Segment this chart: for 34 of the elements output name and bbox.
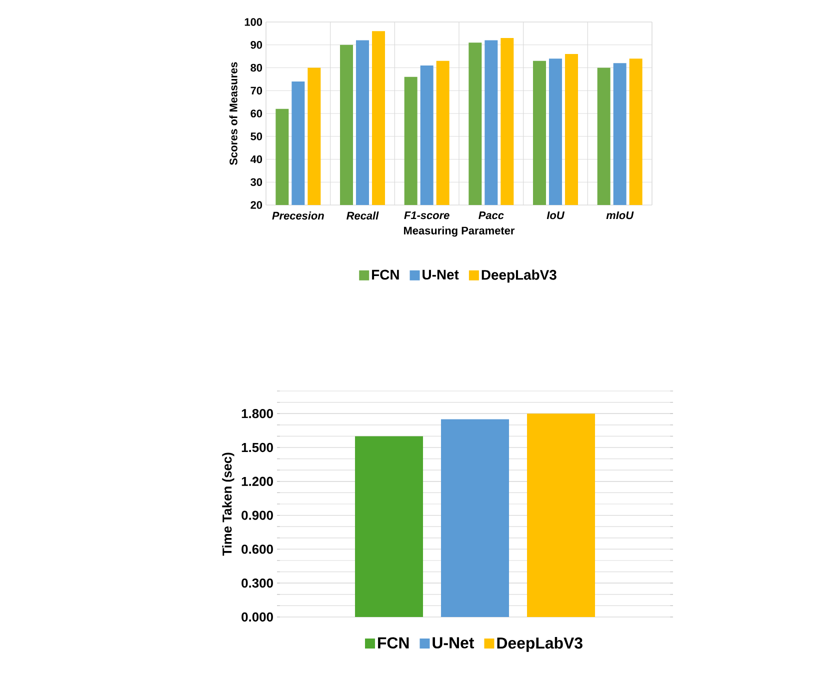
y-tick-label: 0.300: [242, 578, 273, 588]
legend-label: DeepLabV3: [497, 637, 582, 652]
y-tick-label: 70: [250, 86, 262, 95]
legend-label: U-Net: [422, 270, 459, 280]
y-tick-label: 90: [250, 41, 262, 49]
x-axis-title: Measuring Parameter: [404, 226, 515, 237]
y-tick-label: 80: [250, 64, 262, 72]
legend-label: FCN: [372, 270, 399, 280]
x-tick-label: mIoU: [606, 212, 634, 220]
y-tick-label: 1.500: [242, 442, 273, 452]
bar: [527, 414, 596, 617]
x-tick-label: IoU: [546, 212, 565, 220]
bar: [355, 436, 424, 617]
y-tick-label: 1.800: [242, 409, 273, 418]
bar: [441, 419, 510, 617]
y-tick-label: 50: [250, 132, 262, 140]
y-axis-title: Scores of Measures: [229, 62, 238, 165]
y-tick-label: 40: [250, 155, 262, 164]
x-tick-label: Precesion: [272, 212, 324, 220]
y-tick-label: 0.900: [242, 510, 273, 520]
y-tick-label: 1.200: [242, 476, 273, 486]
legend-label: U-Net: [432, 637, 474, 648]
y-tick-label: 0.000: [242, 612, 273, 622]
x-tick-label: Pacc: [478, 212, 504, 220]
y-tick-label: 30: [250, 178, 262, 186]
x-tick-label: Recall: [346, 212, 379, 220]
y-tick-label: 20: [250, 201, 262, 209]
y-tick-label: 60: [250, 110, 262, 118]
y-axis-title: Time Taken (sec): [222, 452, 234, 556]
y-tick-label: 100: [244, 18, 262, 26]
y-tick-label: 0.600: [242, 544, 273, 554]
legend-label: FCN: [378, 637, 409, 648]
x-tick-label: F1-score: [404, 212, 450, 220]
legend-label: DeepLabV3: [482, 270, 556, 283]
